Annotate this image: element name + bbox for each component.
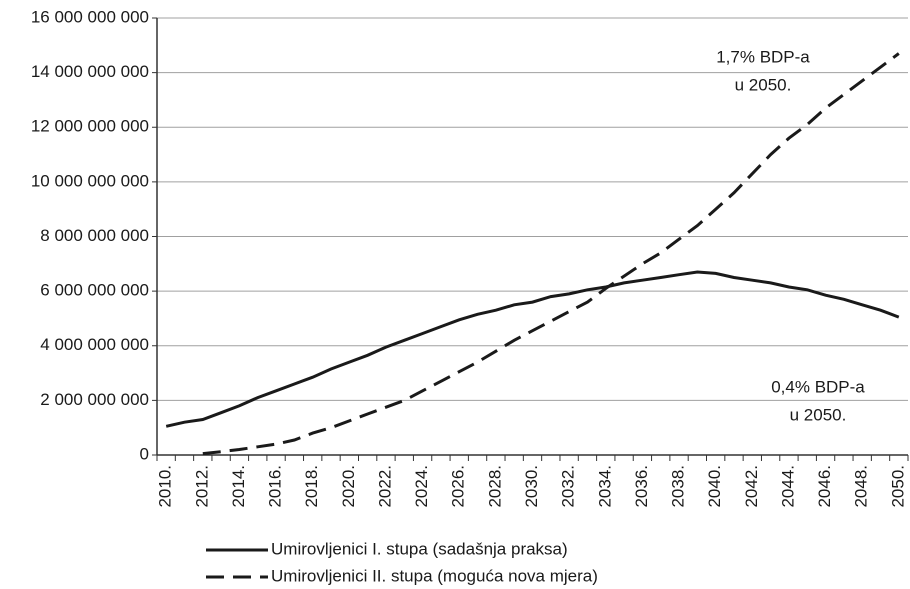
x-tick-label: 2024. (412, 465, 431, 508)
x-tick-label: 2028. (485, 465, 504, 508)
y-tick-label: 14 000 000 000 (31, 62, 149, 81)
x-tick-label: 2010. (156, 465, 175, 508)
x-tick-label: 2018. (302, 465, 321, 508)
x-tick-label: 2030. (522, 465, 541, 508)
x-tick-label: 2050. (888, 465, 907, 508)
x-tick-label: 2042. (742, 465, 761, 508)
y-tick-label: 12 000 000 000 (31, 117, 149, 136)
x-tick-label: 2012. (192, 465, 211, 508)
y-tick-label: 0 (140, 444, 149, 463)
x-tick-label: 2034. (595, 465, 614, 508)
y-tick-label: 6 000 000 000 (40, 281, 149, 300)
legend-label: Umirovljenici I. stupa (sadašnja praksa) (271, 539, 568, 558)
x-tick-label: 2040. (705, 465, 724, 508)
annotation: 0,4% BDP-a (771, 377, 865, 396)
x-tick-label: 2036. (632, 465, 651, 508)
x-tick-label: 2022. (375, 465, 394, 508)
x-tick-label: 2026. (449, 465, 468, 508)
y-tick-label: 10 000 000 000 (31, 171, 149, 190)
y-tick-label: 4 000 000 000 (40, 335, 149, 354)
series-line (165, 270, 900, 428)
y-tick-label: 2 000 000 000 (40, 390, 149, 409)
y-tick-label: 16 000 000 000 (31, 7, 149, 26)
x-tick-label: 2038. (669, 465, 688, 508)
x-tick-label: 2014. (229, 465, 248, 508)
y-tick-label: 8 000 000 000 (40, 226, 149, 245)
legend-label: Umirovljenici II. stupa (moguća nova mje… (271, 566, 598, 585)
annotation: 1,7% BDP-a (716, 47, 810, 66)
x-tick-label: 2046. (815, 465, 834, 508)
x-tick-label: 2048. (852, 465, 871, 508)
x-tick-label: 2044. (778, 465, 797, 508)
x-tick-label: 2032. (559, 465, 578, 508)
annotation: u 2050. (790, 405, 847, 424)
annotation: u 2050. (735, 75, 792, 94)
x-tick-label: 2016. (266, 465, 285, 508)
series-line (202, 52, 900, 456)
x-tick-label: 2020. (339, 465, 358, 508)
